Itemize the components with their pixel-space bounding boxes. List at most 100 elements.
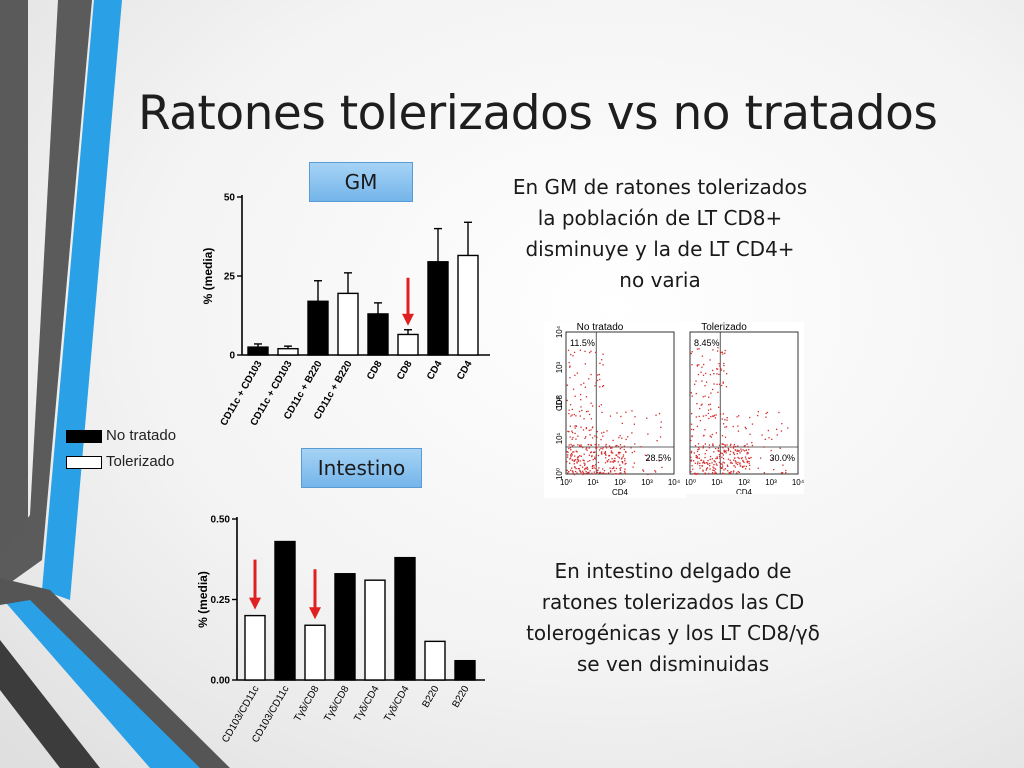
flow-event-dot bbox=[709, 403, 712, 405]
flow-event-dot bbox=[593, 473, 595, 475]
flow-event-dot bbox=[621, 457, 623, 459]
flow-event-dot bbox=[574, 459, 577, 461]
flow-event-dot bbox=[745, 458, 747, 460]
flow-event-dot bbox=[596, 430, 598, 433]
flow-event-dot bbox=[733, 470, 735, 472]
flow-event-dot bbox=[611, 447, 613, 449]
flow-event-dot bbox=[625, 451, 627, 453]
flow-event-dot bbox=[698, 454, 700, 456]
flow-event-dot bbox=[580, 471, 582, 473]
flow-event-dot bbox=[623, 448, 625, 451]
flow-event-dot bbox=[690, 439, 692, 442]
flow-event-dot bbox=[712, 443, 714, 445]
flow-event-dot bbox=[699, 407, 701, 410]
flow-event-dot bbox=[575, 415, 577, 417]
flow-event-dot bbox=[594, 456, 596, 458]
flow-event-dot bbox=[691, 428, 693, 431]
flow-event-dot bbox=[748, 468, 751, 470]
flow-event-dot bbox=[707, 463, 709, 465]
flow-event-dot bbox=[577, 444, 579, 446]
y-tick-label: 10⁰ bbox=[555, 468, 564, 480]
flow-event-dot bbox=[633, 450, 636, 453]
flow-event-dot bbox=[716, 368, 719, 370]
flow-event-dot bbox=[721, 456, 723, 458]
flow-event-dot bbox=[594, 451, 596, 453]
flow-event-dot bbox=[704, 472, 706, 474]
flow-event-dot bbox=[589, 460, 591, 462]
flow-event-dot bbox=[748, 464, 751, 466]
flow-event-dot bbox=[585, 467, 587, 469]
flow-event-dot bbox=[720, 452, 722, 454]
flow-event-dot bbox=[585, 427, 588, 429]
flow-event-dot bbox=[614, 460, 616, 462]
flow-event-dot bbox=[610, 470, 612, 472]
flow-event-dot bbox=[582, 472, 584, 474]
bar bbox=[274, 540, 296, 681]
flow-event-dot bbox=[726, 419, 728, 421]
caption-top: En GM de ratones tolerizados la població… bbox=[512, 175, 808, 292]
flow-event-dot bbox=[644, 454, 647, 456]
flow-event-dot bbox=[611, 467, 614, 470]
flow-event-dot bbox=[580, 426, 582, 428]
flow-event-dot bbox=[704, 456, 706, 459]
flow-event-dot bbox=[647, 473, 649, 476]
flow-event-dot bbox=[588, 378, 590, 380]
flow-event-dot bbox=[568, 447, 570, 450]
flow-event-dot bbox=[745, 465, 747, 468]
flow-event-dot bbox=[576, 451, 578, 453]
flow-event-dot bbox=[722, 461, 724, 463]
flow-event-dot bbox=[780, 430, 783, 432]
flow-event-dot bbox=[634, 443, 636, 445]
flow-event-dot bbox=[621, 446, 623, 449]
flow-event-dot bbox=[691, 465, 693, 467]
flow-event-dot bbox=[709, 435, 711, 437]
flow-event-dot bbox=[579, 415, 581, 417]
flow-event-dot bbox=[734, 445, 737, 448]
flow-event-dot bbox=[602, 385, 604, 388]
flow-event-dot bbox=[711, 472, 714, 474]
flow-event-dot bbox=[606, 460, 608, 462]
flow-event-dot bbox=[767, 429, 770, 432]
flow-event-dot bbox=[718, 363, 720, 365]
flow-event-dot bbox=[582, 459, 585, 461]
flow-event-dot bbox=[705, 461, 708, 464]
flow-event-dot bbox=[621, 460, 623, 463]
flow-event-dot bbox=[609, 415, 612, 417]
flow-event-dot bbox=[695, 473, 697, 476]
flow-event-dot bbox=[742, 449, 744, 451]
flow-event-dot bbox=[730, 443, 732, 445]
flow-event-dot bbox=[714, 447, 717, 450]
flow-event-dot bbox=[716, 350, 719, 352]
flow-event-dot bbox=[625, 438, 627, 441]
bar bbox=[244, 614, 266, 681]
flow-event-dot bbox=[701, 355, 704, 357]
flow-event-dot bbox=[719, 413, 722, 415]
x-tick-label: 10¹ bbox=[711, 478, 723, 487]
flow-event-dot bbox=[690, 352, 692, 355]
quadrant-label-top-left: 11.5% bbox=[570, 338, 595, 348]
flow-event-dot bbox=[705, 372, 707, 375]
flow-event-dot bbox=[571, 445, 573, 447]
flow-event-dot bbox=[586, 449, 588, 451]
flow-event-dot bbox=[695, 454, 697, 457]
flow-event-dot bbox=[737, 430, 740, 432]
flow-event-dot bbox=[595, 467, 597, 470]
flow-event-dot bbox=[569, 425, 571, 427]
flow-event-dot bbox=[714, 471, 716, 473]
flow-event-dot bbox=[704, 395, 706, 397]
flow-event-dot bbox=[582, 429, 585, 431]
flow-event-dot bbox=[594, 385, 596, 387]
flow-event-dot bbox=[737, 425, 739, 427]
flow-event-dot bbox=[702, 460, 705, 462]
flow-event-dot bbox=[571, 454, 573, 456]
flow-event-dot bbox=[586, 467, 588, 470]
flow-event-dot bbox=[721, 443, 723, 445]
flow-event-dot bbox=[571, 459, 573, 461]
flow-event-dot bbox=[746, 443, 748, 445]
flow-event-dot bbox=[717, 346, 719, 349]
flow-event-dot bbox=[570, 353, 572, 356]
flow-event-dot bbox=[570, 452, 573, 455]
flow-event-dot bbox=[581, 466, 584, 468]
flow-event-dot bbox=[601, 432, 603, 434]
flow-event-dot bbox=[733, 453, 736, 456]
